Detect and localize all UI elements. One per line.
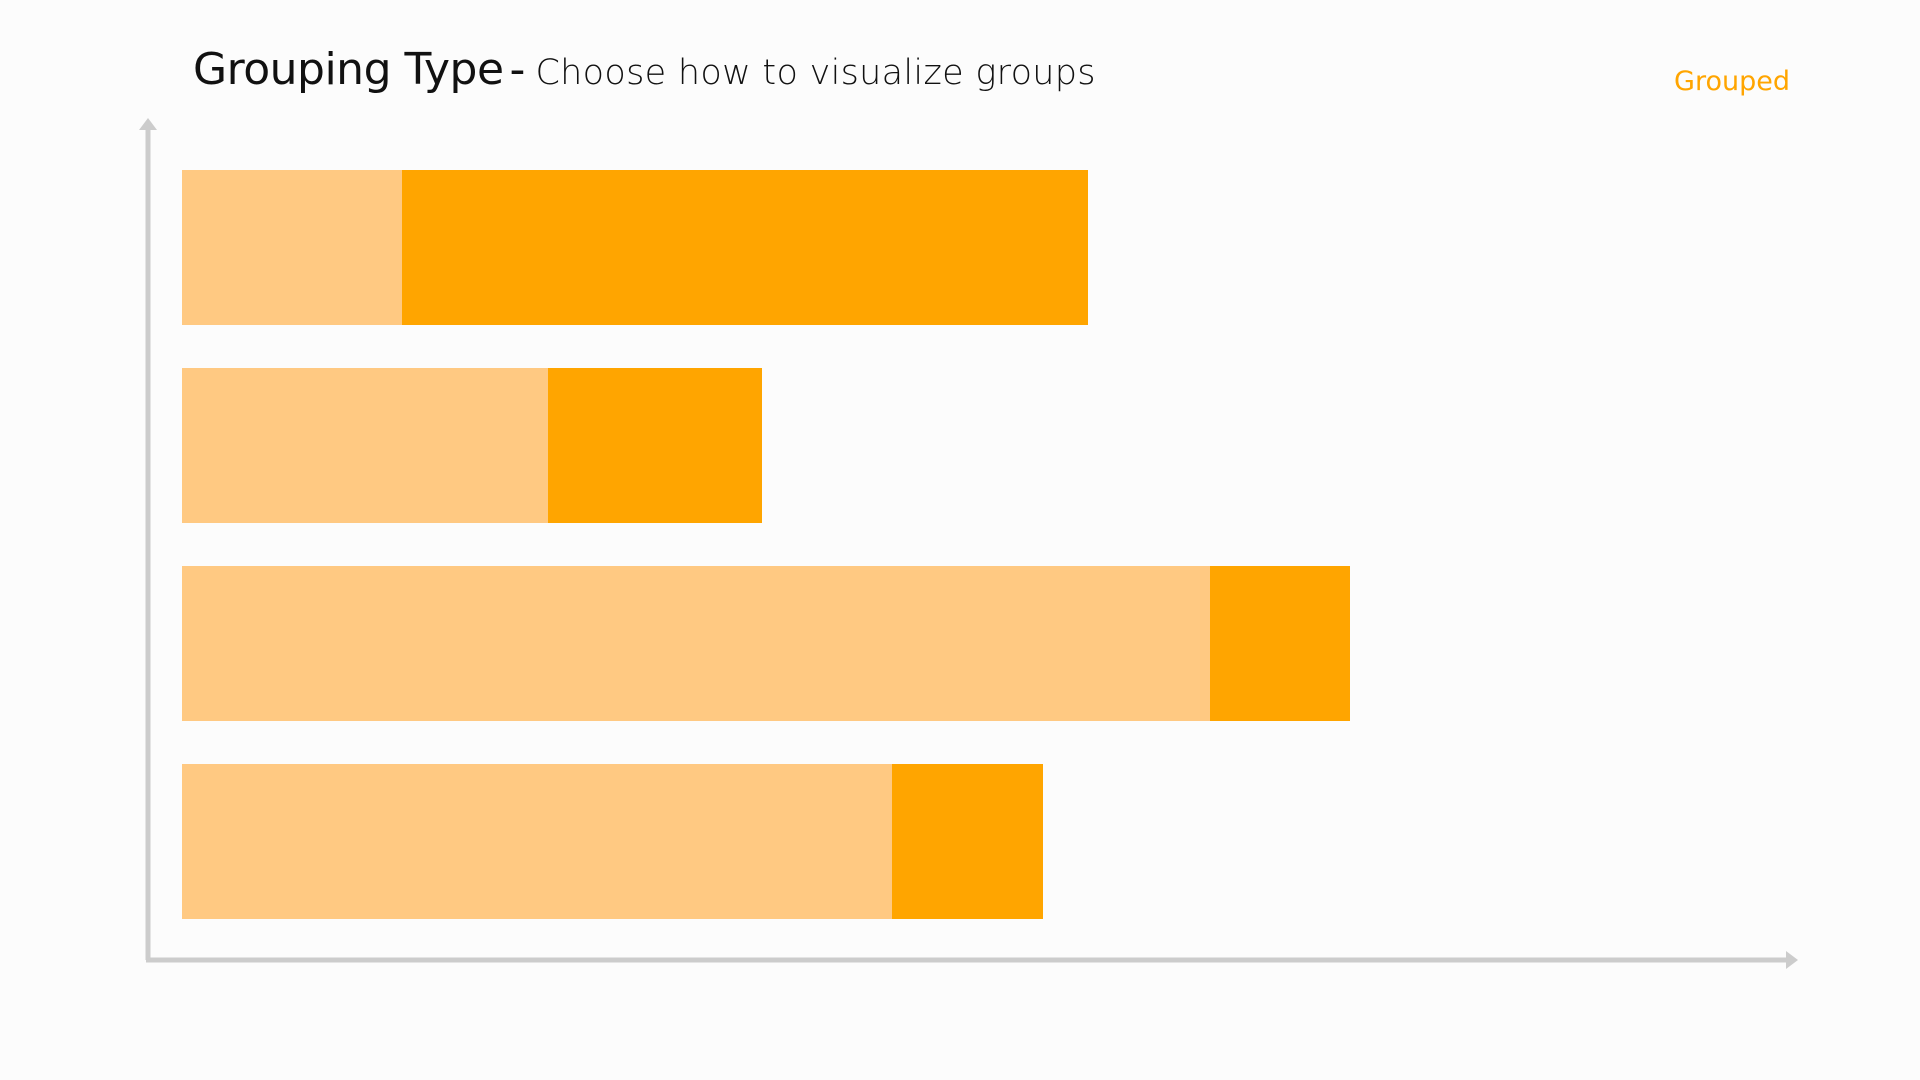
bar-segment-1-1 — [182, 170, 402, 325]
bar-segment-3-2 — [1210, 566, 1350, 721]
chart-header: Grouping Type - Choose how to visualize gr… — [193, 44, 1096, 95]
bars-layer — [182, 170, 1350, 919]
grouping-mode-toggle[interactable]: Grouped — [1674, 66, 1790, 97]
axes-layer — [139, 118, 1798, 969]
chart-title: Grouping Type — [193, 44, 504, 95]
bar-segment-1-2 — [402, 170, 1088, 325]
bar-segment-4-1 — [182, 764, 892, 919]
y-axis-arrow — [139, 118, 157, 130]
chart-subtitle: Choose how to visualize groups — [535, 53, 1096, 93]
bar-segment-3-1 — [182, 566, 1210, 721]
bar-segment-2-1 — [182, 368, 548, 523]
x-axis-arrow — [1786, 951, 1798, 969]
title-separator: - — [509, 44, 526, 95]
bar-segment-4-2 — [892, 764, 1043, 919]
bar-segment-2-2 — [548, 368, 762, 523]
